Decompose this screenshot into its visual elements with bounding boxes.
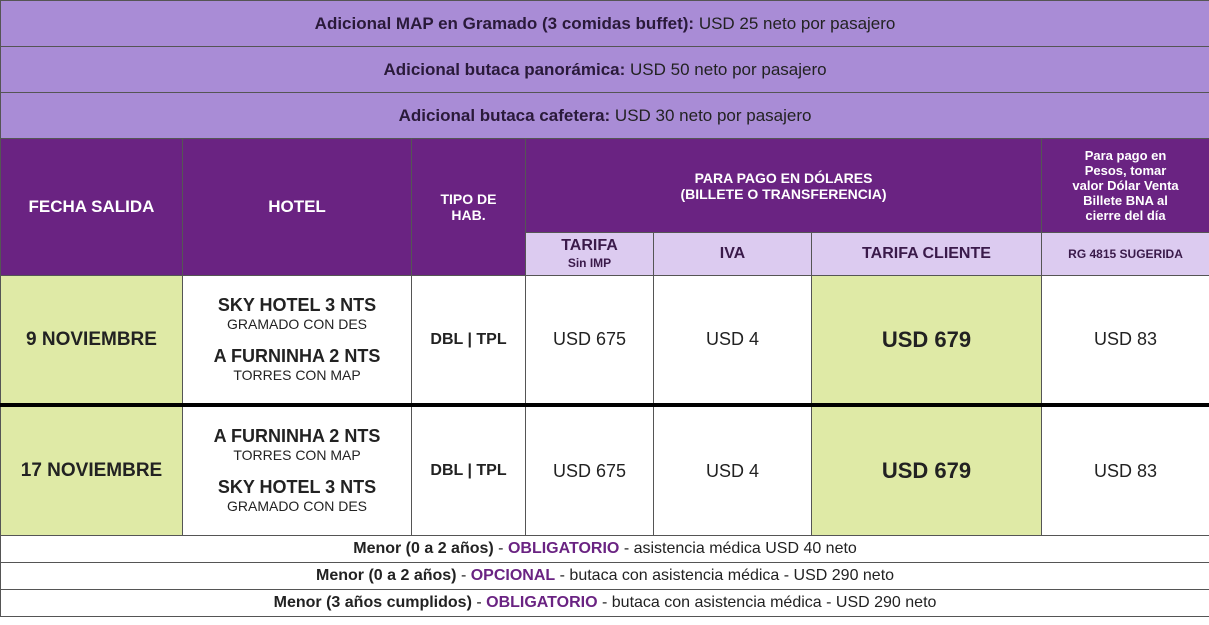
client-cell: USD 679: [811, 275, 1042, 406]
header-line: PARA PAGO EN DÓLARES: [694, 169, 873, 186]
hotel-name: A FURNINHA 2 NTS: [213, 426, 381, 446]
note-label: Adicional MAP en Gramado (3 comidas buff…: [314, 13, 695, 33]
footer-text: Menor (0 a 2 años): [353, 540, 494, 557]
footer-cell: Menor (0 a 2 años) - OPCIONAL - butaca c…: [0, 562, 1209, 590]
date-cell: 9 NOVIEMBRE: [0, 275, 183, 406]
note-cell: Adicional butaca panorámica: USD 50 neto…: [0, 46, 1209, 93]
footer-text: Menor (0 a 2 años): [316, 567, 457, 584]
header-row: FECHA SALIDA HOTEL TIPO DE HAB. PARA PAGO EN…: [0, 138, 1209, 276]
footer-text: -: [623, 540, 630, 557]
note-text: USD 25 neto por pasajero: [698, 13, 896, 33]
header-cell: FECHA SALIDA: [0, 138, 183, 276]
footer-text: butaca con asistencia médica - USD 290 n…: [611, 594, 937, 611]
footer-text: asistencia médica USD 40 neto: [633, 540, 857, 557]
footer-status: OBLIGATORIO: [486, 594, 598, 611]
client-value: USD 679: [881, 458, 972, 483]
hotel-detail: TORRES CON MAP: [233, 366, 361, 383]
subheader-cell: RG 4815 SUGERIDA: [1040, 232, 1209, 276]
footer-row: Menor (0 a 2 años) - OPCIONAL - butaca c…: [0, 562, 1209, 590]
footer-cell: Menor (0 a 2 años) - OBLIGATORIO - asist…: [0, 535, 1209, 563]
note-row: Adicional MAP en Gramado (3 comidas buff…: [0, 0, 1209, 47]
footer-text: Menor (3 años cumplidos): [273, 594, 472, 611]
note-label: Adicional butaca panorámica:: [383, 59, 626, 79]
note-text: USD 50 neto por pasajero: [630, 59, 827, 79]
hotel-name: A FURNINHA 2 NTS: [213, 345, 381, 366]
data-row: 17 NOVIEMBRE A FURNINHA 2 NTS TORRES CON M…: [0, 403, 1209, 536]
footer-text: -: [460, 567, 467, 584]
spacer: [187, 464, 407, 478]
header-line: TIPO DE: [440, 191, 497, 207]
note-cell: Adicional butaca cafetera: USD 30 neto p…: [0, 92, 1209, 139]
subheader-cell: TARIFA CLIENTE: [811, 232, 1042, 276]
hotel-cell: SKY HOTEL 3 NTS GRAMADO CON DES A FURNINHA…: [182, 275, 412, 406]
rate-cell: USD 675: [525, 403, 654, 536]
room-cell: DBL | TPL: [411, 403, 526, 536]
header-cell: PARA PAGO EN DÓLARES (BILLETE O TRANSFERE…: [525, 138, 1042, 233]
header-cell: HOTEL: [182, 138, 412, 276]
subheader-cell: TARIFA Sin IMP: [525, 232, 654, 276]
footer-text: -: [602, 594, 608, 611]
footer-status: OBLIGATORIO: [507, 540, 620, 557]
subheader-text: TARIFA: [561, 237, 618, 254]
data-row: 9 NOVIEMBRE SKY HOTEL 3 NTS GRAMADO CON DE…: [0, 275, 1209, 406]
subheader-cell: IVA: [653, 232, 812, 276]
header-line: HAB.: [451, 207, 486, 223]
note-text: USD 30 neto por pasajero: [614, 105, 812, 125]
header-line: cierre del día: [1085, 208, 1166, 223]
hotel-cell: A FURNINHA 2 NTS TORRES CON MAP SKY HOTEL …: [182, 403, 412, 536]
client-cell: USD 679: [811, 403, 1042, 536]
hotel-detail: TORRES CON MAP: [233, 447, 361, 463]
footer-status: OPCIONAL: [470, 567, 556, 584]
hotel-name: SKY HOTEL 3 NTS: [217, 294, 377, 315]
header-line: valor Dólar Venta: [1072, 178, 1179, 193]
hotel-detail: GRAMADO CON DES: [226, 498, 367, 514]
note-label: Adicional butaca cafetera:: [398, 105, 611, 125]
spacer: [187, 333, 407, 347]
client-value: USD 679: [881, 326, 972, 352]
header-line: Billete BNA al: [1083, 193, 1168, 208]
subheader-sub: Sin IMP: [567, 256, 612, 270]
tax-cell: USD 4: [653, 275, 812, 406]
note-cell: Adicional MAP en Gramado (3 comidas buff…: [0, 0, 1209, 47]
subheader-row: TARIFA Sin IMP IVA TARIFA CLIENTE RG 4815 SU…: [1, 232, 1209, 276]
rg-cell: USD 83: [1040, 403, 1209, 536]
note-row: Adicional butaca panorámica: USD 50 neto…: [0, 46, 1209, 93]
rg-cell: USD 83: [1040, 275, 1209, 406]
footer-row: Menor (3 años cumplidos) - OBLIGATORIO -…: [0, 589, 1209, 617]
hotel-name: SKY HOTEL 3 NTS: [217, 477, 377, 497]
rate-cell: USD 675: [525, 275, 654, 406]
room-cell: DBL | TPL: [411, 275, 526, 406]
header-cell: TIPO DE HAB.: [411, 138, 526, 276]
header-line: (BILLETE O TRANSFERENCIA): [680, 185, 887, 202]
date-cell: 17 NOVIEMBRE: [0, 403, 183, 536]
footer-row: Menor (0 a 2 años) - OBLIGATORIO - asist…: [0, 535, 1209, 563]
footer-text: -: [559, 567, 565, 584]
header-line: Pesos, tomar: [1084, 163, 1167, 178]
hotel-detail: GRAMADO CON DES: [226, 315, 367, 332]
footer-text: -: [498, 540, 504, 557]
note-row: Adicional butaca cafetera: USD 30 neto p…: [0, 92, 1209, 139]
header-cell: Para pago en Pesos, tomar valor Dólar Vent…: [1040, 138, 1209, 233]
tax-cell: USD 4: [653, 403, 812, 536]
footer-text: butaca con asistencia médica - USD 290 n…: [569, 567, 895, 584]
footer-cell: Menor (3 años cumplidos) - OBLIGATORIO -…: [0, 589, 1209, 617]
footer-text: -: [476, 594, 482, 611]
header-line: Para pago en: [1084, 148, 1167, 163]
